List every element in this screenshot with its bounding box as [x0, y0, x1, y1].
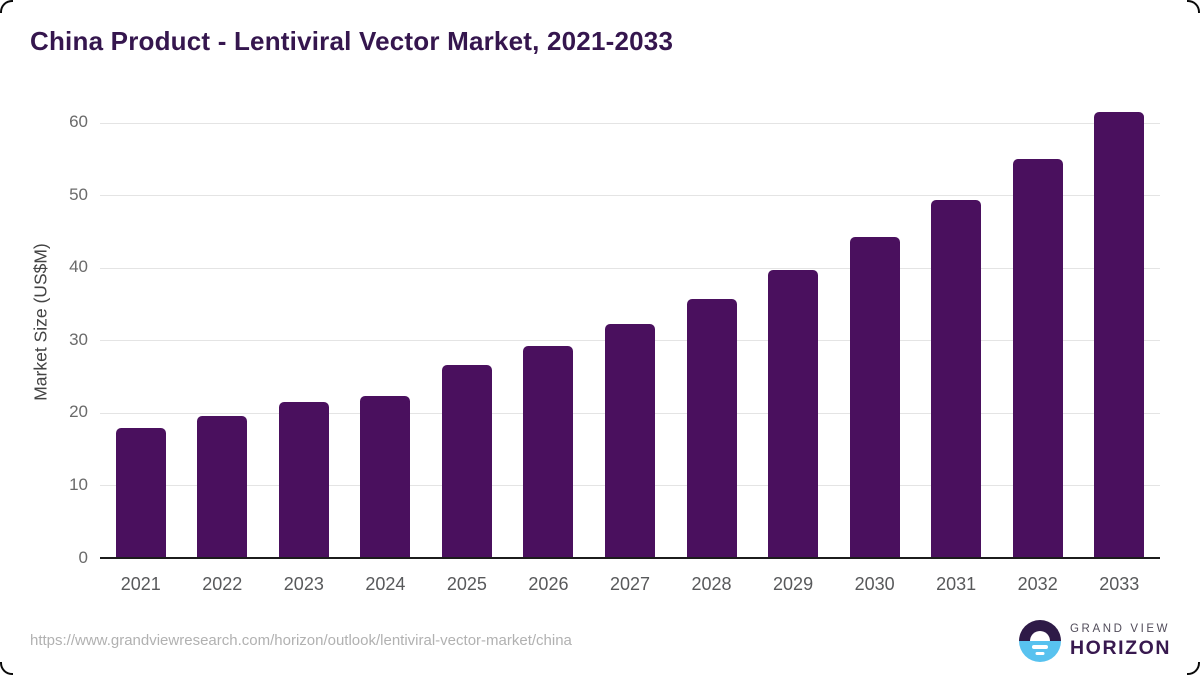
x-tick-label-2029: 2029	[773, 574, 814, 594]
logo-reflection-line-2	[1035, 651, 1045, 655]
chart-title: China Product - Lentiviral Vector Market…	[30, 26, 674, 56]
y-tick-label-30: 30	[69, 329, 88, 349]
bar-2023	[278, 401, 329, 558]
y-tick-label-10: 10	[69, 474, 88, 494]
y-tick-label-40: 40	[69, 257, 88, 277]
x-tick-label-2026: 2026	[528, 574, 569, 594]
frame-corner-top-right	[1187, 0, 1200, 13]
x-tick-label-2031: 2031	[936, 574, 977, 594]
x-tick-label-2033: 2033	[1099, 574, 1140, 594]
bar-2028	[686, 298, 737, 558]
frame-corner-bottom-left	[0, 662, 13, 675]
x-tick-label-2030: 2030	[854, 574, 895, 594]
horizon-sunset-circle-icon	[1019, 620, 1061, 662]
logo-product-name: HORIZON	[1070, 636, 1172, 659]
bar-2024	[360, 396, 411, 558]
logo-sun-shape	[1030, 631, 1050, 641]
bar-2029	[768, 269, 819, 558]
grand-view-horizon-logo: GRAND VIEW HORIZON	[1019, 620, 1171, 662]
x-axis-line	[100, 557, 1160, 559]
x-tick-label-2028: 2028	[691, 574, 732, 594]
x-tick-label-2032: 2032	[1017, 574, 1058, 594]
logo-reflection-line-1	[1032, 645, 1048, 649]
logo-text: GRAND VIEW HORIZON	[1070, 623, 1172, 659]
x-tick-label-2022: 2022	[202, 574, 243, 594]
bar-2030	[849, 237, 900, 558]
gridline-60	[100, 122, 1160, 124]
y-tick-label-50: 50	[69, 184, 88, 204]
y-tick-label-20: 20	[69, 402, 88, 422]
x-tick-label-2027: 2027	[609, 574, 650, 594]
frame-corner-top-left	[0, 0, 13, 13]
x-tick-label-2021: 2021	[120, 574, 161, 594]
logo-icon-top-half	[1019, 620, 1061, 641]
bar-2033	[1094, 112, 1145, 558]
bar-2026	[523, 346, 574, 558]
bar-2027	[605, 324, 655, 558]
y-tick-label-0: 0	[78, 547, 88, 567]
logo-brand-name: GRAND VIEW	[1070, 623, 1171, 635]
source-url-text: https://www.grandviewresearch.com/horizo…	[30, 632, 572, 649]
bar-2022	[197, 415, 248, 558]
gridline-40	[100, 267, 1160, 269]
bar-2025	[441, 364, 492, 558]
x-tick-label-2024: 2024	[365, 574, 406, 594]
bar-2032	[1012, 158, 1063, 558]
gridline-50	[100, 195, 1160, 197]
x-tick-label-2023: 2023	[283, 574, 324, 594]
y-tick-label-60: 60	[69, 112, 88, 131]
bar-2021	[115, 428, 166, 558]
bar-2031	[931, 200, 982, 558]
x-tick-label-2025: 2025	[446, 574, 487, 594]
